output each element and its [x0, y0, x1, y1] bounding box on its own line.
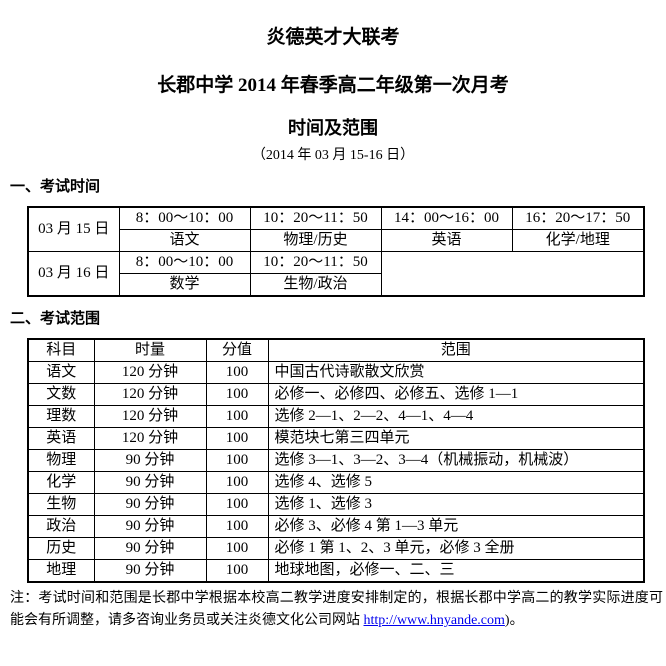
time-slot-cell: 14：00～16：00 [380, 206, 513, 230]
table-row: 语文 物理/历史 英语 化学/地理 [28, 229, 645, 252]
exam-notice-document: 炎德英才大联考 长郡中学 2014 年春季高二年级第一次月考 时间及范围 （20… [0, 27, 666, 666]
subject-cell: 政治 [27, 515, 95, 538]
subject-cell: 文数 [27, 383, 95, 406]
table-row: 数学 生物/政治 [28, 273, 644, 297]
table-row: 物理 90 分钟 100 选修 3—1、3—2、3—4（机械振动，机械波） [27, 449, 645, 472]
subject-cell: 地理 [27, 559, 95, 583]
duration-cell: 90 分钟 [93, 559, 207, 583]
range-cell: 模范块七第三四单元 [267, 427, 645, 450]
table-row: 生物 90 分钟 100 选修 1、选修 3 [27, 493, 645, 516]
range-cell: 选修 3—1、3—2、3—4（机械振动，机械波） [267, 449, 645, 472]
duration-cell: 120 分钟 [93, 405, 207, 428]
time-slot-cell: 8：00～10：00 [118, 206, 251, 230]
column-header-subject: 科目 [27, 338, 95, 362]
exam-date-cell: 03 月 15 日 [27, 206, 120, 252]
time-slot-cell: 8：00～10：00 [118, 251, 251, 274]
range-cell: 选修 1、选修 3 [267, 493, 645, 516]
score-cell: 100 [205, 383, 269, 406]
duration-cell: 90 分钟 [93, 515, 207, 538]
subject-cell: 英语 [27, 427, 95, 450]
subject-cell: 生物 [27, 493, 95, 516]
score-cell: 100 [205, 405, 269, 428]
document-subtitle: 长郡中学 2014 年春季高二年级第一次月考 [157, 75, 509, 96]
exam-date-cell: 03 月 16 日 [27, 251, 120, 297]
score-cell: 100 [205, 471, 269, 494]
column-header-duration: 时量 [93, 338, 207, 362]
duration-cell: 90 分钟 [93, 449, 207, 472]
score-cell: 100 [205, 427, 269, 450]
table-row: 03 月 16 日 8：00～10：00 10：20～11：50 [27, 251, 645, 297]
score-cell: 100 [205, 449, 269, 472]
exam-time-table: 03 月 15 日 8：00～10：00 10：20～11：50 14：00～1… [27, 206, 645, 297]
table-row: 英语 120 分钟 100 模范块七第三四单元 [27, 427, 645, 450]
table-row: 理数 120 分钟 100 选修 2—1、2—2、4—1、4—4 [27, 405, 645, 428]
subject-cell: 化学/地理 [511, 229, 645, 252]
table-row: 化学 90 分钟 100 选修 4、选修 5 [27, 471, 645, 494]
table-row: 政治 90 分钟 100 必修 3、必修 4 第 1—3 单元 [27, 515, 645, 538]
time-slot-cell: 10：20～11：50 [249, 206, 382, 230]
website-link[interactable]: http://www.hnyande.com [363, 613, 505, 628]
subject-cell: 语文 [27, 361, 95, 384]
empty-slot-cell [380, 251, 645, 297]
table-row: 历史 90 分钟 100 必修 1 第 1、2、3 单元，必修 3 全册 [27, 537, 645, 560]
score-cell: 100 [205, 559, 269, 583]
table-header-row: 科目 时量 分值 范围 [27, 338, 645, 362]
section-heading-exam-time: 一、考试时间 [10, 178, 101, 195]
duration-cell: 90 分钟 [93, 537, 207, 560]
footnote-suffix: )。 [504, 613, 524, 628]
table-row: 03 月 15 日 8：00～10：00 10：20～11：50 14：00～1… [27, 206, 645, 252]
range-cell: 选修 4、选修 5 [267, 471, 645, 494]
range-cell: 必修 3、必修 4 第 1—3 单元 [267, 515, 645, 538]
duration-cell: 120 分钟 [93, 427, 207, 450]
score-cell: 100 [205, 515, 269, 538]
time-slot-cell: 10：20～11：50 [249, 251, 382, 274]
table-row: 文数 120 分钟 100 必修一、必修四、必修五、选修 1—1 [27, 383, 645, 406]
document-subject: 时间及范围 [288, 118, 378, 138]
range-cell: 地球地图，必修一、二、三 [267, 559, 645, 583]
duration-cell: 90 分钟 [93, 471, 207, 494]
table-row: 地理 90 分钟 100 地球地图，必修一、二、三 [27, 559, 645, 583]
table-row: 语文 120 分钟 100 中国古代诗歌散文欣赏 [27, 361, 645, 384]
subject-cell: 理数 [27, 405, 95, 428]
document-title: 炎德英才大联考 [266, 27, 400, 48]
subject-cell: 英语 [380, 229, 513, 252]
column-header-range: 范围 [267, 338, 645, 362]
duration-cell: 120 分钟 [93, 361, 207, 384]
subject-cell: 物理 [27, 449, 95, 472]
subject-cell: 历史 [27, 537, 95, 560]
duration-cell: 90 分钟 [93, 493, 207, 516]
subject-cell: 物理/历史 [249, 229, 382, 252]
range-cell: 必修一、必修四、必修五、选修 1—1 [267, 383, 645, 406]
exam-scope-table: 科目 时量 分值 范围 语文 120 分钟 100 中国古代诗歌散文欣赏 文数 … [27, 338, 645, 583]
score-cell: 100 [205, 537, 269, 560]
score-cell: 100 [205, 493, 269, 516]
footnote-text: 注：考试时间和范围是长郡中学根据本校高二教学进度安排制定的，根据长郡中学高二的教… [10, 591, 663, 628]
exam-date-range: （2014 年 03 月 15-16 日） [251, 148, 415, 163]
range-cell: 必修 1 第 1、2、3 单元，必修 3 全册 [267, 537, 645, 560]
time-slot-cell: 16：20～17：50 [511, 206, 645, 230]
subject-cell: 生物/政治 [249, 273, 382, 297]
range-cell: 选修 2—1、2—2、4—1、4—4 [267, 405, 645, 428]
subject-cell: 语文 [118, 229, 251, 252]
duration-cell: 120 分钟 [93, 383, 207, 406]
score-cell: 100 [205, 361, 269, 384]
footnote: 注：考试时间和范围是长郡中学根据本校高二教学进度安排制定的，根据长郡中学高二的教… [10, 588, 663, 632]
range-cell: 中国古代诗歌散文欣赏 [267, 361, 645, 384]
column-header-score: 分值 [205, 338, 269, 362]
subject-cell: 化学 [27, 471, 95, 494]
section-heading-exam-scope: 二、考试范围 [10, 310, 101, 327]
subject-cell: 数学 [118, 273, 251, 297]
